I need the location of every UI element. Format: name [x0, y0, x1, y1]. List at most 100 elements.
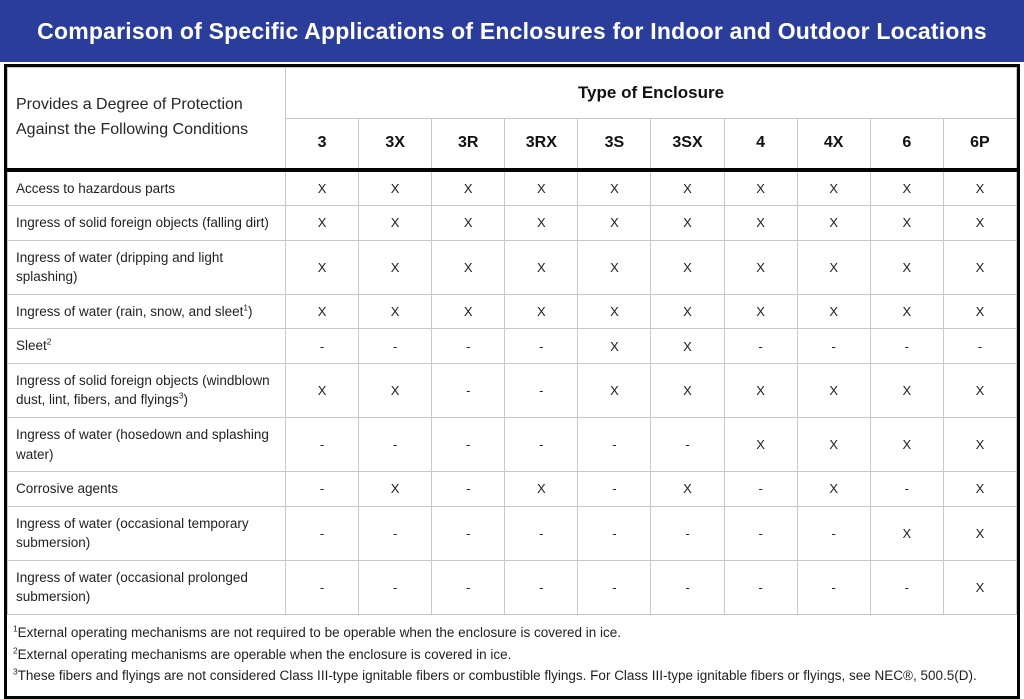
- table-cell: X: [577, 328, 652, 364]
- footnote-text: External operating mechanisms are not re…: [17, 624, 622, 640]
- column-header: 3: [284, 118, 360, 172]
- table-cell: X: [504, 293, 579, 330]
- table-cell: X: [869, 505, 944, 561]
- table-cell: X: [431, 293, 506, 330]
- table-cell: -: [431, 471, 506, 507]
- table-cell: -: [650, 416, 725, 473]
- table-cell: X: [284, 205, 360, 241]
- column-header-row: 3 3X 3R 3RX 3S 3SX 4 4X 6 6P: [8, 118, 1018, 172]
- row-label-text: Ingress of water (occasional prolonged s…: [16, 569, 248, 605]
- table-cell: X: [942, 239, 1018, 295]
- table-cell: X: [723, 416, 798, 473]
- column-header: 6: [869, 118, 944, 172]
- table-cell: -: [796, 559, 871, 615]
- table-cell: -: [869, 559, 944, 615]
- table-cell: X: [650, 168, 725, 207]
- table-cell: -: [650, 559, 725, 615]
- table-row: Ingress of water (rain, snow, and sleet1…: [7, 293, 1018, 330]
- table-cell: X: [577, 239, 652, 295]
- table-row: Ingress of water (dripping and light spl…: [7, 239, 1018, 295]
- row-label: Corrosive agents: [7, 471, 286, 507]
- table-cell: X: [284, 293, 360, 330]
- table-cell: -: [358, 559, 433, 615]
- table-row: Ingress of solid foreign objects (fallin…: [7, 205, 1018, 241]
- footnotes: 1External operating mechanisms are not r…: [7, 614, 1017, 696]
- table-cell: -: [284, 471, 360, 507]
- table-cell: -: [869, 471, 944, 507]
- row-label-text: Corrosive agents: [16, 481, 119, 497]
- table-cell: X: [358, 293, 433, 330]
- table-cell: X: [723, 239, 798, 295]
- table-cell: -: [723, 328, 798, 364]
- table-cell: X: [284, 168, 360, 207]
- table-cell: X: [796, 416, 871, 473]
- footnote-superscript: 2: [13, 645, 18, 656]
- table-cell: -: [504, 505, 579, 561]
- enclosure-comparison-table: Provides a Degree of Protection Against …: [7, 67, 1018, 615]
- table-cell: X: [942, 205, 1018, 241]
- table-cell: -: [431, 505, 506, 561]
- table-cell: X: [431, 168, 506, 207]
- footnote: 3These fibers and flyings are not consid…: [13, 665, 1007, 687]
- table-cell: X: [358, 471, 433, 507]
- row-label: Ingress of water (dripping and light spl…: [7, 239, 286, 295]
- table-cell: X: [942, 168, 1018, 207]
- table-cell: -: [358, 416, 433, 473]
- table-cell: X: [942, 505, 1018, 561]
- table-cell: X: [942, 559, 1018, 615]
- footnote-text: These fibers and flyings are not conside…: [17, 668, 977, 684]
- row-header-cell: Provides a Degree of Protection Against …: [7, 67, 286, 172]
- row-label: Ingress of water (occasional temporary s…: [7, 505, 286, 561]
- row-label-text: Ingress of water (hosedown and splashing…: [16, 427, 269, 462]
- table-cell: X: [942, 293, 1018, 330]
- table-cell: X: [723, 168, 798, 207]
- table-cell: -: [358, 505, 433, 561]
- table-cell: -: [284, 505, 360, 561]
- table-cell: -: [504, 328, 579, 364]
- table-cell: -: [650, 505, 725, 561]
- row-label-superscript: 2: [46, 336, 52, 347]
- table-cell: X: [869, 168, 944, 207]
- table-cell: -: [504, 416, 579, 473]
- table-cell: -: [577, 471, 652, 507]
- row-header-label: Provides a Degree of Protection Against …: [16, 95, 249, 138]
- column-header: 4: [723, 118, 798, 172]
- row-label-superscript: 1: [243, 302, 249, 313]
- table-cell: X: [358, 168, 433, 207]
- table-cell: X: [284, 239, 360, 295]
- table-cell: -: [284, 559, 360, 615]
- row-label: Ingress of solid foreign objects (fallin…: [7, 205, 286, 241]
- table-cell: X: [650, 205, 725, 241]
- table-cell: X: [942, 416, 1018, 473]
- table-cell: -: [284, 328, 360, 364]
- table-cell: X: [796, 168, 871, 207]
- column-header: 3SX: [650, 118, 725, 172]
- table-header: Provides a Degree of Protection Against …: [7, 67, 1018, 172]
- table-frame: Provides a Degree of Protection Against …: [4, 64, 1020, 699]
- table-cell: X: [504, 239, 579, 295]
- table-cell: X: [504, 205, 579, 241]
- table-cell: -: [431, 559, 506, 615]
- column-header: 3RX: [504, 118, 579, 172]
- table-cell: -: [796, 505, 871, 561]
- table-row: Ingress of solid foreign objects (windbl…: [7, 362, 1018, 419]
- table-cell: -: [504, 362, 579, 419]
- row-label: Ingress of water (occasional prolonged s…: [7, 559, 286, 615]
- table-cell: -: [504, 559, 579, 615]
- row-label-superscript: 3: [178, 390, 184, 401]
- row-label: Access to hazardous parts: [7, 168, 286, 207]
- table-cell: X: [650, 239, 725, 295]
- table-cell: -: [577, 505, 652, 561]
- table-cell: X: [796, 362, 871, 419]
- table-cell: -: [431, 416, 506, 473]
- table-cell: X: [869, 205, 944, 241]
- row-label-text: Ingress of water (rain, snow, and sleet: [16, 303, 244, 319]
- table-cell: X: [723, 362, 798, 419]
- column-header: 6P: [942, 118, 1018, 172]
- footnote: 2External operating mechanisms are opera…: [13, 644, 1007, 666]
- row-label-text: Ingress of water (occasional temporary s…: [16, 515, 249, 551]
- table-cell: X: [796, 471, 871, 507]
- table-cell: X: [431, 239, 506, 295]
